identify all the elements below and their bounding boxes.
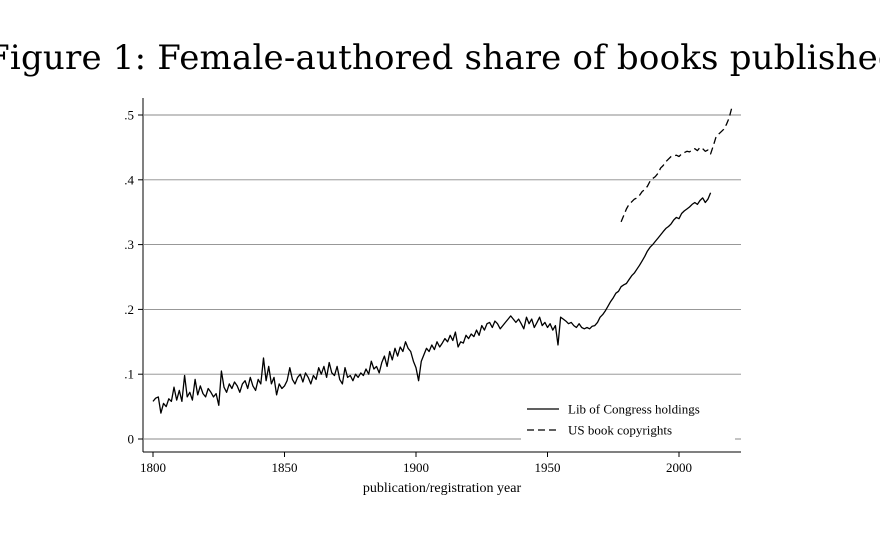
x-axis-label: publication/registration year bbox=[363, 481, 522, 496]
x-tick-label: 2000 bbox=[666, 460, 692, 475]
x-tick-label: 1850 bbox=[272, 460, 298, 475]
legend-label: Lib of Congress holdings bbox=[568, 402, 700, 417]
series-line-lib-of-congress bbox=[152, 192, 712, 414]
x-tick-label: 1950 bbox=[535, 460, 561, 475]
y-tick-label: .1 bbox=[124, 367, 134, 382]
y-tick-label: .3 bbox=[124, 237, 134, 252]
x-axis: 1800 1850 1900 1950 2000 bbox=[140, 452, 692, 475]
x-tick-label: 1800 bbox=[140, 460, 166, 475]
plot-frame bbox=[142, 98, 741, 453]
x-tick-label: 1900 bbox=[403, 460, 429, 475]
gridlines bbox=[143, 114, 741, 440]
series-line-us-copyrights bbox=[620, 108, 733, 223]
legend: Lib of Congress holdings US book copyrigh… bbox=[521, 397, 735, 445]
y-tick-label: 0 bbox=[128, 432, 135, 447]
series-layer bbox=[152, 108, 733, 414]
y-tick-label: .5 bbox=[124, 108, 134, 123]
y-axis: 0 .1 .2 .3 .4 .5 bbox=[124, 108, 143, 447]
figure-title: Figure 1: Female-authored share of books… bbox=[0, 38, 880, 78]
y-tick-label: .4 bbox=[124, 172, 134, 187]
y-tick-label: .2 bbox=[124, 302, 134, 317]
legend-background bbox=[521, 397, 735, 445]
legend-label: US book copyrights bbox=[568, 423, 672, 438]
